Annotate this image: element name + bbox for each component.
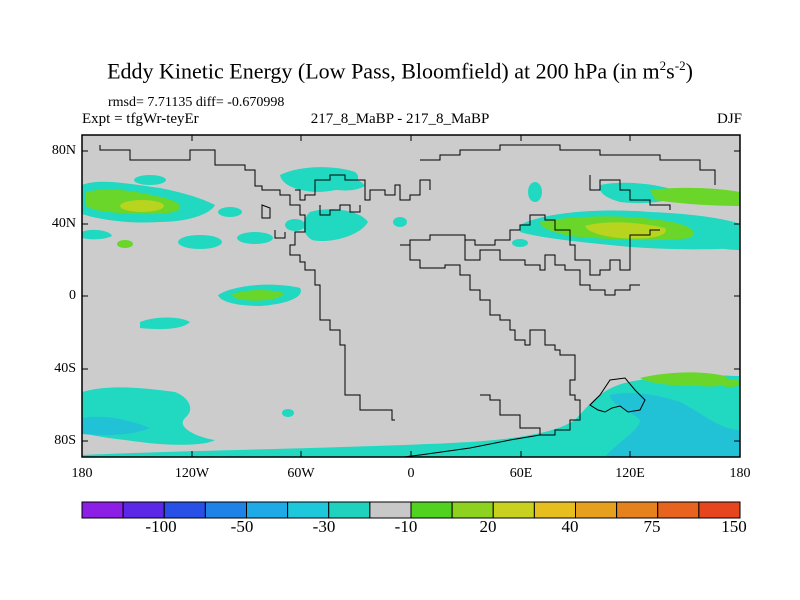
- colorbar-label-20: 20: [479, 517, 497, 536]
- lat-label-40n: 40N: [51, 216, 76, 231]
- colorbar-label-150: 150: [721, 517, 747, 536]
- season-label: DJF: [716, 111, 742, 127]
- colorbar-swatch: [575, 501, 618, 519]
- colorbar-label-m30: -30: [312, 517, 336, 536]
- colorbar-swatch: [204, 501, 247, 519]
- colorbar-swatch: [369, 501, 412, 519]
- lon-label-120e: 120E: [615, 466, 645, 481]
- colorbar-swatch: [533, 501, 576, 519]
- lon-label-120w: 120W: [174, 466, 210, 481]
- colorbar-label-75: 75: [643, 517, 661, 536]
- lat-label-0: 0: [69, 288, 76, 303]
- colorbar-swatch: [698, 501, 741, 519]
- lat-label-80s: 80S: [54, 433, 76, 448]
- colorbar-swatch: [492, 501, 535, 519]
- colorbar-label-40: 40: [561, 517, 579, 536]
- colorbar-label-m100: -100: [145, 517, 177, 536]
- colorbar-swatch: [410, 501, 453, 519]
- colorbar-label-m10: -10: [394, 517, 418, 536]
- colorbar-swatch: [616, 501, 659, 519]
- colorbar-label-m50: -50: [230, 517, 254, 536]
- colorbar-swatch: [163, 501, 206, 519]
- lat-label-80n: 80N: [51, 143, 76, 158]
- lon-label-0: 0: [407, 466, 415, 481]
- lon-label-180e: 180: [729, 466, 751, 481]
- experiment-label: Expt = tfgWr-teyEr: [82, 111, 199, 127]
- lon-label-60e: 60E: [509, 466, 533, 481]
- colorbar-swatch: [328, 501, 371, 519]
- lon-label-60w: 60W: [287, 466, 315, 481]
- colorbar-swatch: [657, 501, 700, 519]
- lat-label-40s: 40S: [54, 361, 76, 376]
- colorbar-swatch: [287, 501, 330, 519]
- colorbar-swatch: [246, 501, 289, 519]
- plot-title: Eddy Kinetic Energy (Low Pass, Bloomfiel…: [107, 58, 693, 84]
- energy-field: [82, 167, 740, 457]
- axis-ticks: [81, 135, 741, 457]
- coastlines: [99, 144, 716, 457]
- colorbar-swatch: [81, 501, 124, 519]
- colorbar-swatch: [451, 501, 494, 519]
- colorbar-swatch: [122, 501, 165, 519]
- difference-label: 217_8_MaBP - 217_8_MaBP: [310, 111, 490, 127]
- stats-label: rmsd= 7.71135 diff= -0.670998: [108, 95, 285, 110]
- lon-label-180w: 180: [71, 466, 93, 481]
